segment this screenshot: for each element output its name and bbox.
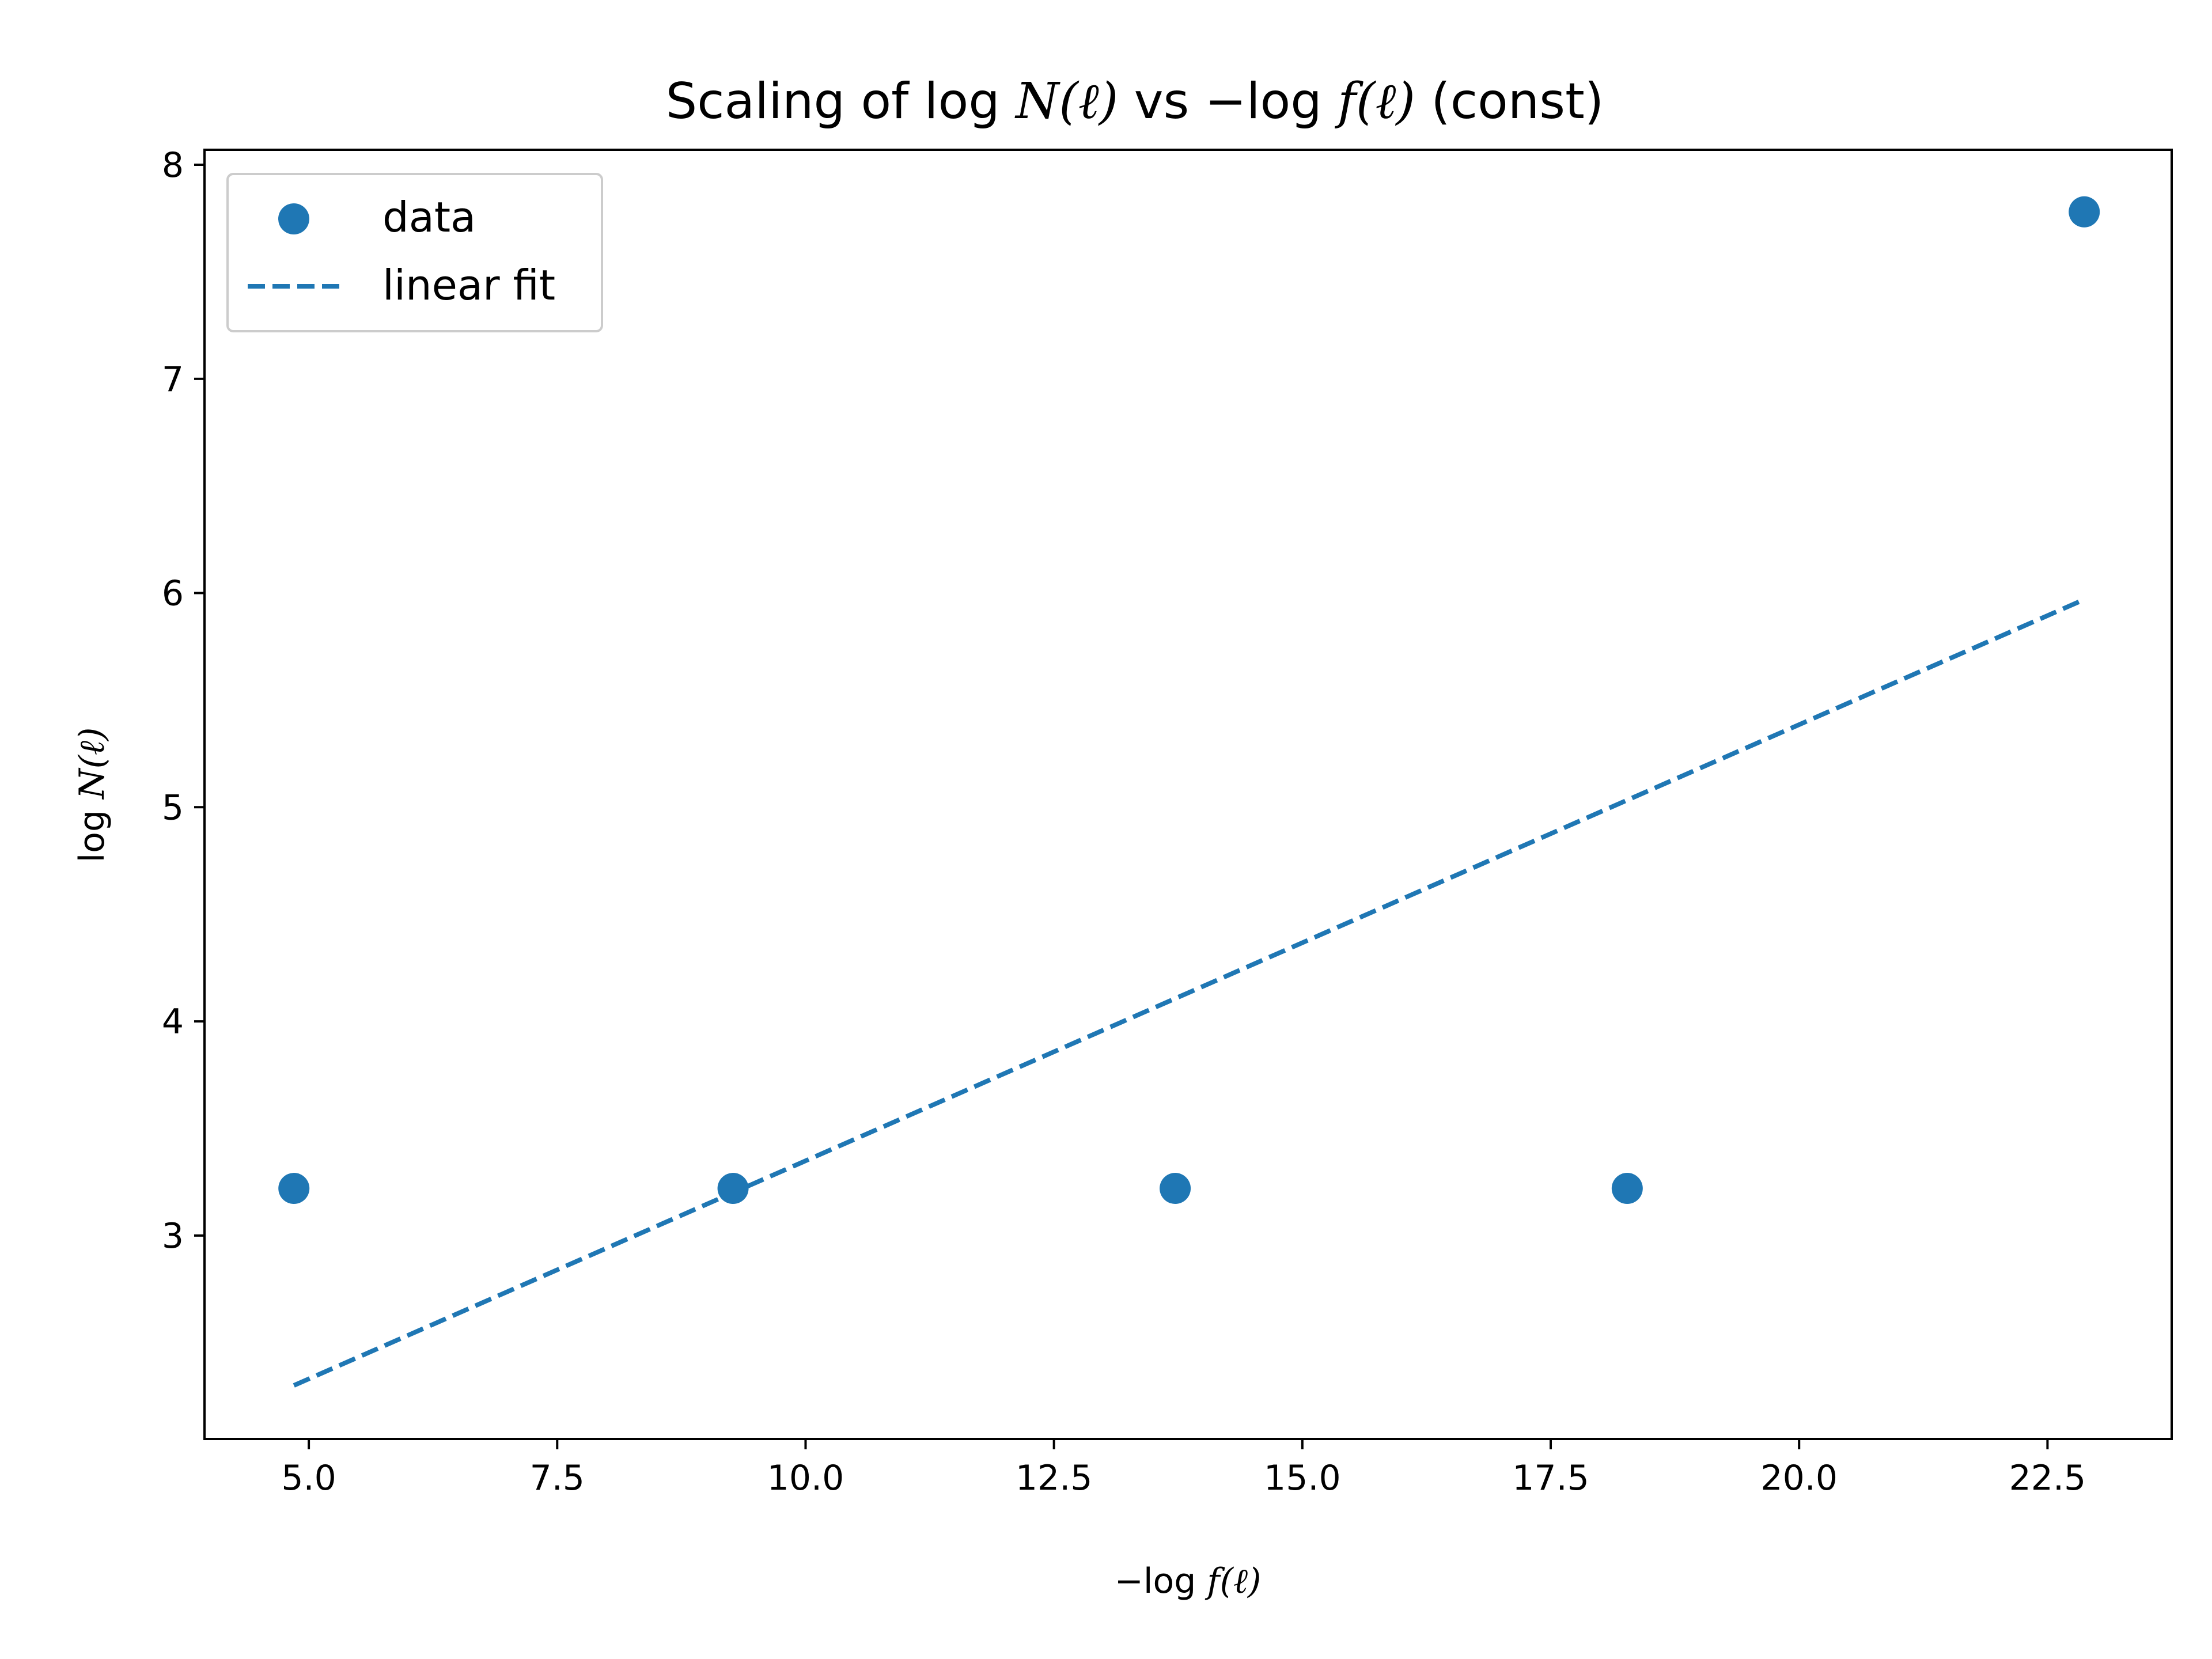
y-tick-label: 4 xyxy=(162,1002,184,1042)
legend-box xyxy=(226,173,603,332)
x-tick-label: 15.0 xyxy=(1264,1458,1341,1498)
legend-marker-data xyxy=(278,203,309,234)
x-tick-label: 12.5 xyxy=(1016,1458,1093,1498)
x-tick-label: 7.5 xyxy=(530,1458,585,1498)
legend-label-data: data xyxy=(382,193,476,241)
y-tick-label: 6 xyxy=(162,574,184,614)
points-layer xyxy=(278,196,2100,1205)
data-point xyxy=(1160,1173,1191,1205)
data-point xyxy=(717,1173,749,1205)
data-point xyxy=(1611,1173,1643,1205)
y-tick-label: 3 xyxy=(162,1216,184,1256)
y-tick-label: 5 xyxy=(162,787,184,828)
legend-label-fit: linear fit xyxy=(382,261,555,309)
x-tick-label: 5.0 xyxy=(281,1458,336,1498)
y-tick-label: 8 xyxy=(162,145,184,185)
y-tick-label: 7 xyxy=(162,359,184,400)
x-tick-label: 10.0 xyxy=(767,1458,844,1498)
data-point xyxy=(278,1173,310,1205)
y-axis-ticks: 3 4 5 6 7 8 xyxy=(162,145,204,1256)
plot-area xyxy=(203,149,2173,1440)
fit-layer xyxy=(293,597,2085,1388)
fit-line xyxy=(293,597,2085,1388)
x-axis-title: −log f(ℓ) xyxy=(1115,1561,1262,1601)
data-point xyxy=(2069,196,2100,228)
chart-title: Scaling of log N(ℓ) vs −log f(ℓ) (const) xyxy=(666,73,1604,130)
x-tick-label: 22.5 xyxy=(2009,1458,2086,1498)
x-axis-ticks: 5.0 7.5 10.0 12.5 15.0 17.5 20.0 22.5 xyxy=(281,1439,2086,1498)
y-axis-title: log N(ℓ) xyxy=(72,728,112,863)
x-tick-label: 17.5 xyxy=(1512,1458,1589,1498)
legend: data linear fit xyxy=(226,173,603,332)
x-tick-label: 20.0 xyxy=(1760,1458,1838,1498)
